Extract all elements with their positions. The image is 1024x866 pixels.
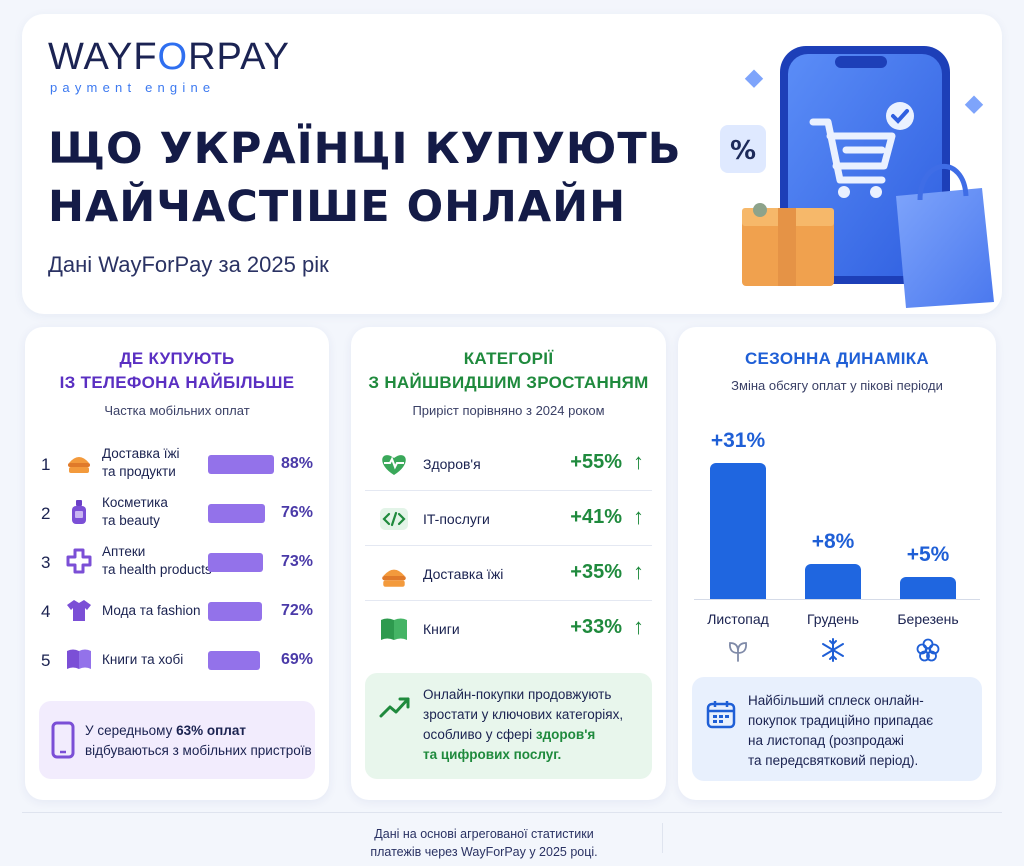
rank-share-value: 69% xyxy=(280,651,313,668)
page-title: ЩО УКРАЇНЦІ КУПУЮТЬ НАЙЧАСТІШЕ ОНЛАЙН xyxy=(48,120,708,236)
chart-baseline xyxy=(694,599,980,600)
wayforpay-logo: WAYFORPAY payment engine xyxy=(48,38,290,95)
rank-number: 1 xyxy=(41,455,51,474)
seasonal-bar xyxy=(805,564,861,599)
mobile-card-title: ДЕ КУПУЮТЬ ІЗ ТЕЛЕФОНА НАЙБІЛЬШЕ xyxy=(59,349,295,392)
footer-divider xyxy=(662,823,663,853)
mobile-note-text: У середньому 63% оплат відбуваються з мо… xyxy=(85,723,312,758)
rank-category-label: Книги та хобі xyxy=(102,652,184,667)
growth-row: Доставка їжі +35% ↑ xyxy=(365,547,652,601)
tshirt-icon xyxy=(65,596,93,624)
growth-percent-value: +55% xyxy=(570,451,622,473)
mobile-rank-row: 3 Аптеки та health products 73% xyxy=(25,541,329,585)
seasonal-note-text: Найбільший сплеск онлайн- покупок традиц… xyxy=(748,693,934,768)
rank-number: 2 xyxy=(41,504,51,523)
code-icon xyxy=(379,506,409,532)
title-line-1: ЩО УКРАЇНЦІ КУПУЮТЬ xyxy=(48,124,682,174)
rank-category-label: Аптеки та health products xyxy=(102,544,212,577)
logo-wordmark: WAYFORPAY xyxy=(48,36,290,78)
rank-share-bar xyxy=(208,553,263,572)
svg-text:%: % xyxy=(730,136,756,166)
medical-cross-icon xyxy=(65,547,93,575)
rank-category-label: Косметика та beauty xyxy=(102,495,168,528)
mobile-note-box: У середньому 63% оплат відбуваються з мо… xyxy=(39,701,315,779)
open-book-icon xyxy=(65,645,93,673)
growth-card: КАТЕГОРІЇ З НАЙШВИДШИМ ЗРОСТАННЯМ Приріс… xyxy=(351,327,666,800)
seasonal-card: СЕЗОННА ДИНАМІКА Зміна обсягу оплат у пі… xyxy=(678,327,996,800)
percent-badge-icon xyxy=(720,125,766,173)
flower-icon xyxy=(915,637,941,663)
footer-source-note: Дані на основі агрегованої статистики пл… xyxy=(370,827,598,859)
rank-category-label: Мода та fashion xyxy=(102,603,201,618)
arrow-up-icon: ↑ xyxy=(633,614,644,639)
mobile-rank-row: 5 Книги та хобі 69% xyxy=(25,639,329,683)
book-icon xyxy=(379,616,409,642)
rank-number: 3 xyxy=(41,553,51,572)
rank-share-bar xyxy=(208,504,265,523)
food-bag-icon xyxy=(379,561,409,587)
mobile-rank-row: 1 Доставка їжі та продукти 88% xyxy=(25,443,329,487)
snowflake-icon xyxy=(820,637,846,663)
shopping-cart-icon xyxy=(809,118,896,184)
rank-number: 4 xyxy=(41,602,51,621)
growth-category-label: Книги xyxy=(423,621,460,637)
rank-share-bar xyxy=(208,455,274,474)
rank-number: 5 xyxy=(41,651,51,670)
seasonal-card-subtitle: Зміна обсягу оплат у пікові періоди xyxy=(731,378,943,393)
seasonal-bar-value: +31% xyxy=(710,429,766,452)
seasonal-bar-value: +5% xyxy=(906,543,950,566)
seasonal-month-label: Березень xyxy=(897,611,959,627)
trend-up-icon xyxy=(379,697,410,718)
growth-percent-value: +33% xyxy=(570,616,622,638)
arrow-up-icon: ↑ xyxy=(633,449,644,474)
seasonal-bar xyxy=(710,463,766,599)
seasonal-card-title: СЕЗОННА ДИНАМІКА xyxy=(744,349,930,368)
rank-share-value: 88% xyxy=(280,455,313,472)
mobile-share-card: ДЕ КУПУЮТЬ ІЗ ТЕЛЕФОНА НАЙБІЛЬШЕ Частка … xyxy=(25,327,329,800)
food-bag-icon xyxy=(65,449,93,477)
growth-row: Книги +33% ↑ xyxy=(365,602,652,656)
mobile-rank-row: 4 Мода та fashion 72% xyxy=(25,590,329,634)
seasonal-bar-value: +8% xyxy=(811,530,855,553)
rank-category-label: Доставка їжі та продукти xyxy=(102,446,180,479)
rank-share-value: 73% xyxy=(280,553,313,570)
arrow-up-icon: ↑ xyxy=(633,559,644,584)
growth-row: IT-послуги +41% ↑ xyxy=(365,492,652,546)
growth-note-text: Онлайн-покупки продовжують зростати у кл… xyxy=(423,687,624,762)
rank-share-bar xyxy=(208,651,260,670)
heart-pulse-icon xyxy=(379,451,409,477)
growth-percent-value: +41% xyxy=(570,506,622,528)
cosmetics-bottle-icon xyxy=(65,498,93,526)
growth-note-box: Онлайн-покупки продовжують зростати у кл… xyxy=(365,673,652,779)
rank-share-bar xyxy=(208,602,262,621)
rank-share-value: 72% xyxy=(280,602,313,619)
seasonal-month-label: Листопад xyxy=(707,611,769,627)
seasonal-note-box: Найбільший сплеск онлайн- покупок традиц… xyxy=(692,677,982,781)
growth-category-label: IT-послуги xyxy=(423,511,490,527)
seasonal-bar xyxy=(900,577,956,599)
mobile-rank-row: 2 Косметика та beauty 76% xyxy=(25,492,329,536)
page-subtitle: Дані WayForPay за 2025 рік xyxy=(48,252,329,277)
leaf-icon xyxy=(725,637,751,663)
growth-row: Здоров'я +55% ↑ xyxy=(365,437,652,491)
logo-tagline: payment engine xyxy=(50,80,216,95)
growth-percent-value: +35% xyxy=(570,561,622,583)
seasonal-month-label: Грудень xyxy=(807,611,859,627)
rank-share-value: 76% xyxy=(280,504,313,521)
footer: Дані на основі агрегованої статистики пл… xyxy=(22,812,1002,862)
shopping-bag-icon xyxy=(896,188,994,308)
shopping-phone-illustration: % xyxy=(720,46,994,308)
growth-card-title: КАТЕГОРІЇ З НАЙШВИДШИМ ЗРОСТАННЯМ xyxy=(368,349,649,392)
growth-category-label: Доставка їжі xyxy=(423,566,504,582)
growth-card-subtitle: Приріст порівняно з 2024 роком xyxy=(412,403,605,418)
growth-category-label: Здоров'я xyxy=(423,456,481,472)
arrow-up-icon: ↑ xyxy=(633,504,644,529)
mobile-card-subtitle: Частка мобільних оплат xyxy=(104,403,250,418)
calendar-icon xyxy=(706,701,736,729)
smartphone-icon xyxy=(51,721,75,759)
title-line-2: НАЙЧАСТІШЕ ОНЛАЙН xyxy=(48,182,627,232)
